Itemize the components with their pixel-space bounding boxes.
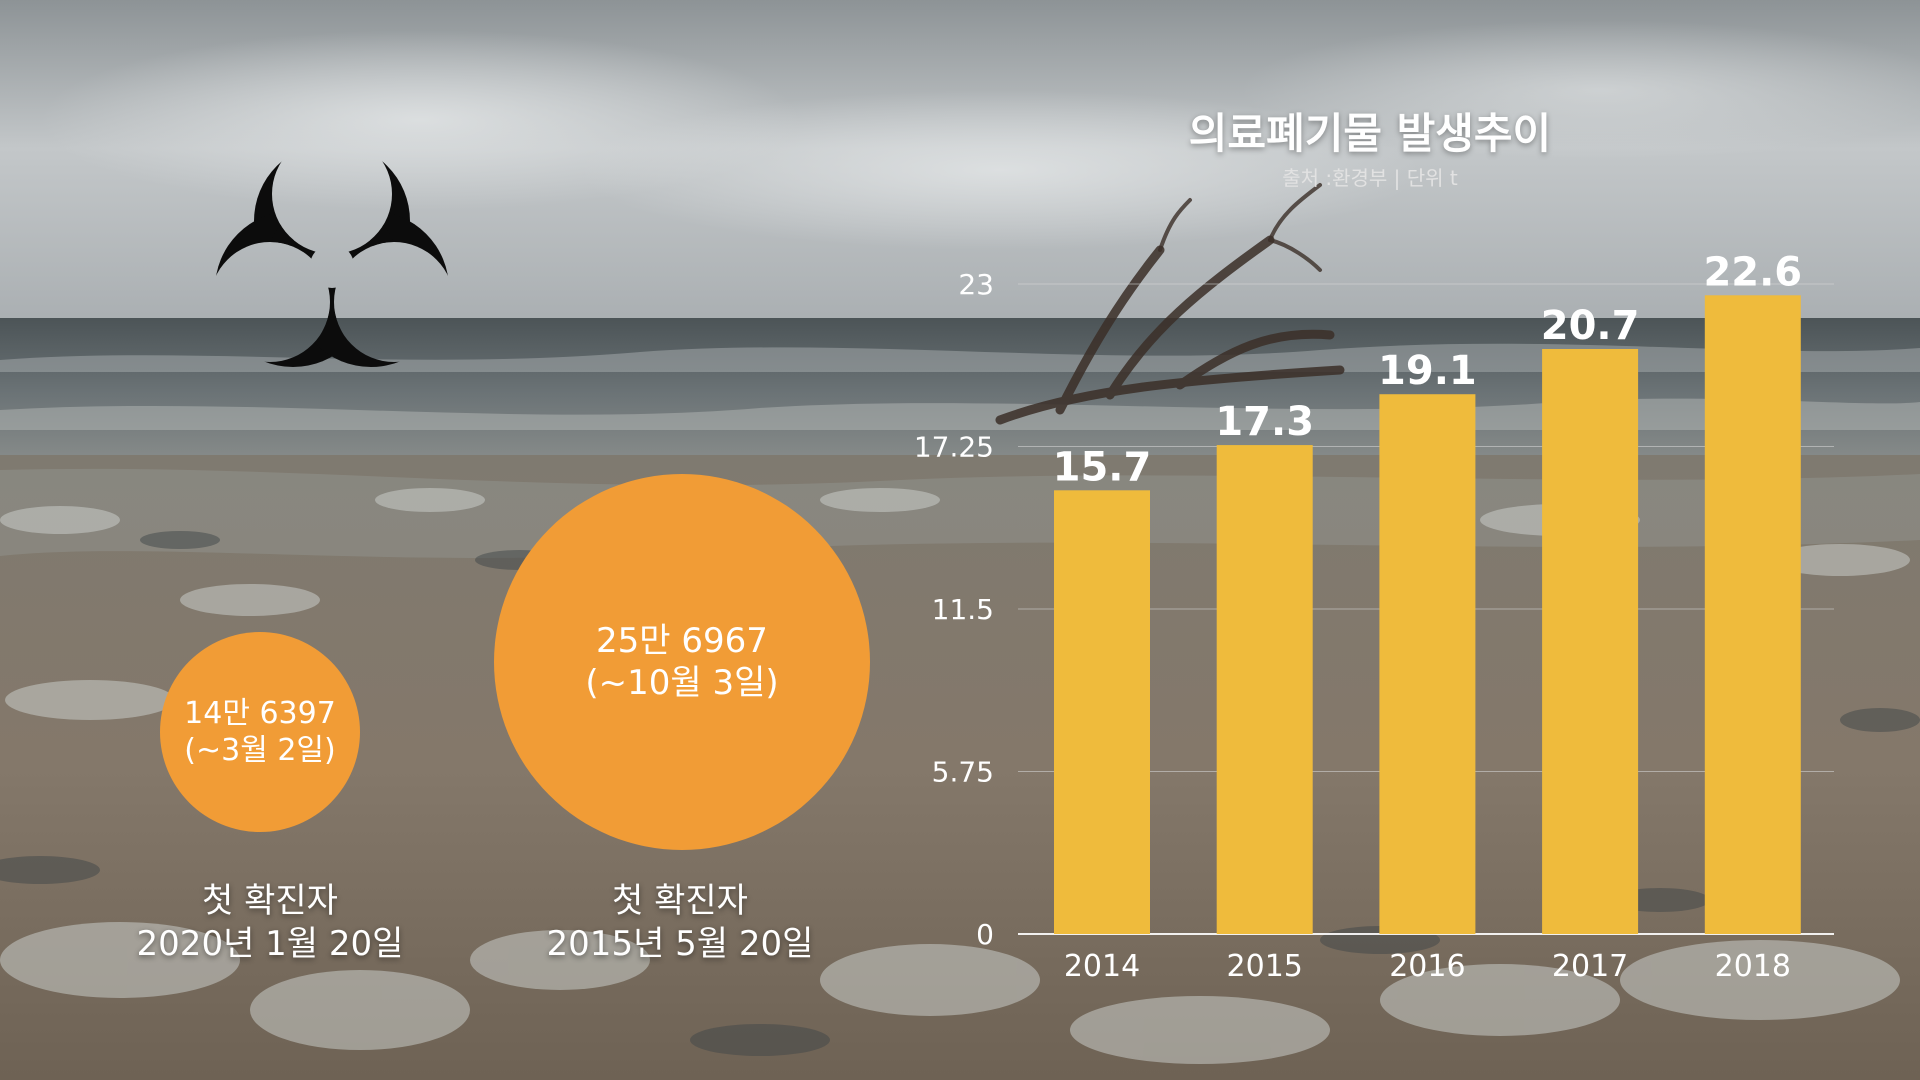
chart-title: 의료폐기물 발생추이: [1188, 109, 1552, 158]
bar: [1054, 490, 1150, 934]
x-tick-label: 2018: [1715, 949, 1791, 984]
first-case-caption-2020: 첫 확진자 2020년 1월 20일: [110, 880, 430, 965]
x-tick-label: 2017: [1552, 949, 1628, 984]
case-count-2015: 25만 6967: [596, 620, 768, 661]
case-period-2015: (~10월 3일): [585, 663, 779, 703]
bar: [1542, 349, 1639, 934]
bar: [1216, 445, 1313, 934]
first-case-label-2015: 첫 확진자: [612, 881, 748, 921]
case-bubble-2015: 25만 6967 (~10월 3일): [494, 474, 870, 850]
first-case-label-2020: 첫 확진자: [202, 881, 338, 921]
case-period-2020: (~3월 2일): [184, 733, 336, 768]
x-tick-label: 2014: [1064, 949, 1140, 984]
y-tick-label: 11.5: [932, 593, 994, 626]
data-label: 15.7: [1053, 444, 1152, 490]
data-label: 17.3: [1215, 399, 1314, 445]
data-label: 19.1: [1378, 348, 1477, 394]
y-tick-label: 17.25: [914, 431, 994, 464]
x-tick-label: 2015: [1227, 949, 1303, 984]
case-bubble-2020: 14만 6397 (~3월 2일): [160, 632, 360, 832]
bar: [1379, 394, 1476, 934]
data-label: 20.7: [1541, 303, 1640, 349]
first-case-caption-2015: 첫 확진자 2015년 5월 20일: [530, 880, 830, 965]
first-case-date-2020: 2020년 1월 20일: [136, 923, 404, 964]
bar: [1704, 295, 1801, 935]
first-case-date-2015: 2015년 5월 20일: [546, 923, 814, 964]
y-tick-label: 0: [976, 918, 994, 951]
chart-subtitle: 출처 :환경부 | 단위 t: [1282, 166, 1458, 190]
y-tick-label: 5.75: [932, 756, 994, 789]
y-tick-label: 23: [958, 268, 994, 301]
data-label: 22.6: [1703, 249, 1802, 295]
case-count-2020: 14만 6397: [184, 695, 336, 731]
biohazard-icon: [215, 143, 449, 367]
x-tick-label: 2016: [1389, 949, 1465, 984]
